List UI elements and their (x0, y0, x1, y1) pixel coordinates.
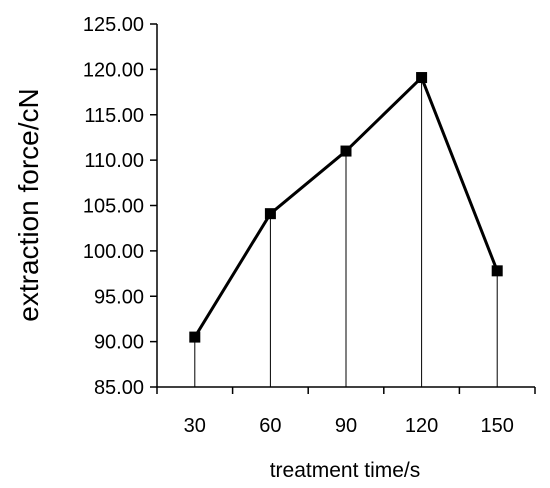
y-tick-label: 100.00 (83, 241, 144, 263)
x-tick-label: 120 (405, 415, 438, 437)
y-tick-label: 85.00 (94, 377, 144, 399)
x-tick-label: 30 (184, 415, 206, 437)
x-tick-label: 90 (335, 415, 357, 437)
y-tick-label: 90.00 (94, 332, 144, 354)
y-tick-label: 105.00 (83, 196, 144, 218)
data-point-marker (340, 145, 352, 157)
y-axis-title: extraction force/cN (13, 88, 44, 321)
x-axis: 30 60 90 120 150 (156, 386, 536, 437)
y-tick-label: 115.00 (84, 105, 144, 127)
data-point-marker (189, 331, 201, 343)
data-point-marker (264, 208, 276, 220)
y-axis: 85.00 90.00 95.00 100.00 105.00 110.00 115.00 1… (83, 14, 158, 399)
data-point-marker (491, 265, 503, 277)
series (189, 72, 503, 343)
x-tick-label: 150 (481, 415, 514, 437)
y-tick-label: 110.00 (84, 150, 144, 172)
drop-lines (194, 77, 498, 387)
x-tick-label: 60 (259, 415, 281, 437)
y-tick-label: 125.00 (83, 14, 144, 36)
x-axis-title: treatment time/s (270, 459, 421, 482)
y-tick-label: 95.00 (94, 286, 144, 308)
y-tick-label: 120.00 (83, 59, 144, 81)
data-point-marker (416, 72, 428, 84)
